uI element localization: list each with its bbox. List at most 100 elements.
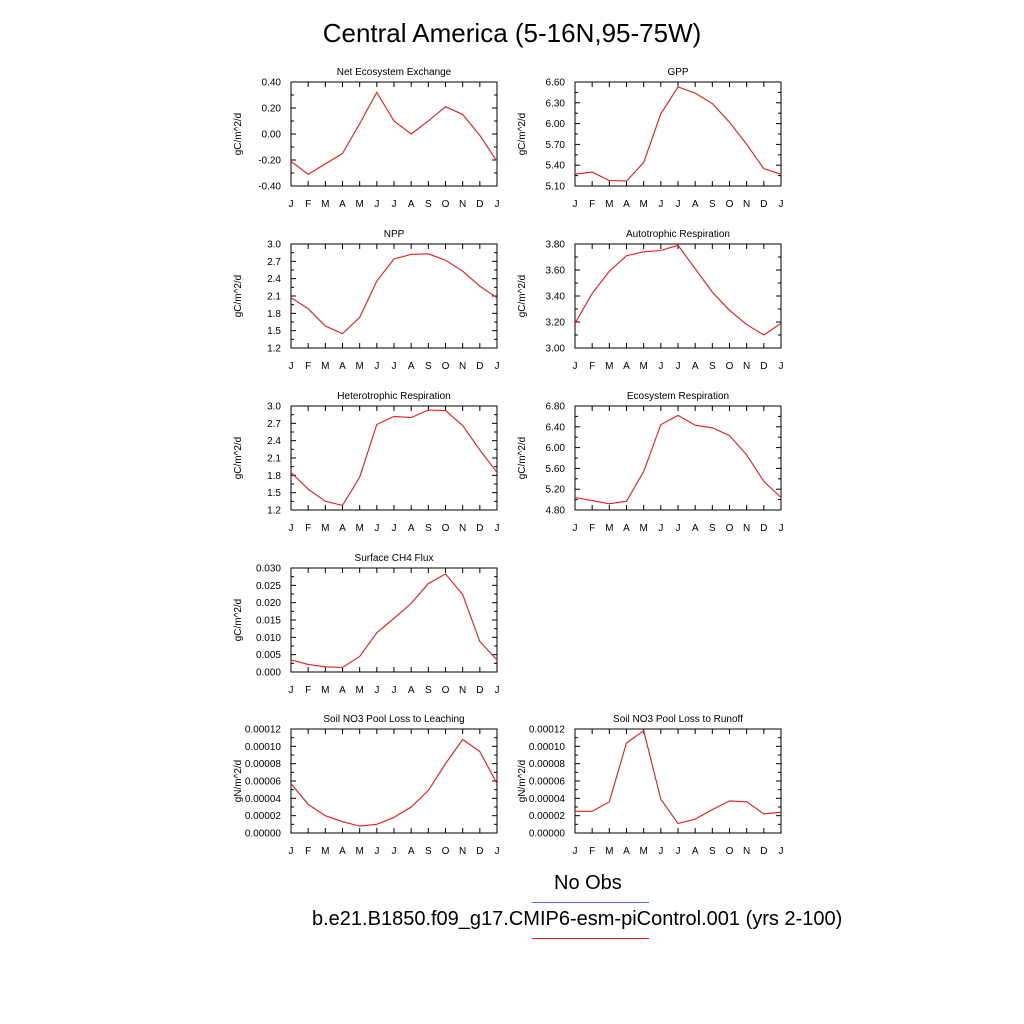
x-tick-label: A xyxy=(408,846,415,857)
panel-title: Autotrophic Respiration xyxy=(626,229,730,240)
x-tick-label: A xyxy=(623,361,630,372)
y-tick-label: 5.10 xyxy=(546,182,566,193)
x-tick-label: M xyxy=(639,523,647,534)
x-tick-label: N xyxy=(743,523,750,534)
x-tick-label: O xyxy=(442,523,450,534)
x-tick-label: J xyxy=(676,523,681,534)
y-tick-label: 1.5 xyxy=(267,326,281,337)
x-tick-label: J xyxy=(495,685,500,696)
y-tick-label: 3.60 xyxy=(546,266,566,277)
x-tick-label: M xyxy=(355,199,363,210)
x-tick-label: J xyxy=(573,199,578,210)
x-tick-label: A xyxy=(339,685,346,696)
x-tick-label: F xyxy=(589,523,595,534)
plot-frame xyxy=(574,728,782,834)
y-tick-label: 2.7 xyxy=(267,419,281,430)
x-tick-label: A xyxy=(623,199,630,210)
series-line-model xyxy=(290,91,498,175)
x-tick-label: D xyxy=(476,523,483,534)
y-tick-label: 2.7 xyxy=(267,257,281,268)
x-tick-label: O xyxy=(726,199,734,210)
legend-model-label: b.e21.B1850.f09_g17.CMIP6-esm-piControl.… xyxy=(312,908,843,930)
x-tick-label: J xyxy=(374,523,379,534)
legend-obs-label: No Obs xyxy=(554,872,622,894)
x-tick-label: A xyxy=(339,523,346,534)
x-tick-label: O xyxy=(442,361,450,372)
y-tick-label: 0.005 xyxy=(256,650,281,661)
series-line-model xyxy=(574,244,782,336)
legend-model-line xyxy=(532,938,649,939)
y-tick-label: 0.010 xyxy=(256,633,281,644)
y-tick-label: 0.025 xyxy=(256,581,281,592)
x-tick-label: A xyxy=(692,199,699,210)
series-line-model xyxy=(290,409,498,507)
y-tick-label: 0.00012 xyxy=(245,725,282,736)
x-tick-label: M xyxy=(355,846,363,857)
chart-panel-1: Net Ecosystem Exchange gC/m^2/d 0.40 0.20 0.… xyxy=(233,67,500,210)
x-tick-label: O xyxy=(442,199,450,210)
x-tick-label: A xyxy=(623,523,630,534)
y-axis-label: gC/m^2/d xyxy=(233,113,244,156)
x-tick-label: S xyxy=(425,685,432,696)
x-tick-label: D xyxy=(476,199,483,210)
x-tick-label: F xyxy=(305,361,311,372)
x-tick-label: M xyxy=(605,523,613,534)
x-tick-label: D xyxy=(760,199,767,210)
y-tick-label: 1.5 xyxy=(267,488,281,499)
x-tick-label: A xyxy=(692,361,699,372)
series-line-model xyxy=(574,414,782,505)
x-tick-label: M xyxy=(321,361,329,372)
x-tick-label: A xyxy=(623,846,630,857)
x-tick-label: J xyxy=(392,199,397,210)
x-tick-label: S xyxy=(709,361,716,372)
y-tick-label: -0.20 xyxy=(258,156,281,167)
x-tick-label: M xyxy=(605,361,613,372)
x-tick-label: D xyxy=(476,846,483,857)
x-tick-label: J xyxy=(779,361,784,372)
x-tick-label: F xyxy=(305,523,311,534)
plot-frame xyxy=(290,81,498,187)
x-tick-label: J xyxy=(392,846,397,857)
x-tick-label: O xyxy=(726,846,734,857)
y-tick-label: 1.8 xyxy=(267,309,281,320)
x-tick-label: M xyxy=(605,199,613,210)
x-tick-label: M xyxy=(355,685,363,696)
x-tick-label: M xyxy=(605,846,613,857)
x-tick-label: J xyxy=(779,846,784,857)
x-tick-label: O xyxy=(726,523,734,534)
x-tick-label: J xyxy=(374,846,379,857)
plot-frame xyxy=(574,405,782,511)
x-tick-label: A xyxy=(408,685,415,696)
x-tick-label: S xyxy=(709,523,716,534)
plot-frame xyxy=(290,567,498,673)
x-tick-label: N xyxy=(743,199,750,210)
x-tick-label: J xyxy=(495,846,500,857)
x-tick-label: S xyxy=(425,523,432,534)
series-line-model xyxy=(290,738,498,827)
y-axis-label: gC/m^2/d xyxy=(517,437,528,480)
x-tick-label: J xyxy=(573,523,578,534)
x-tick-label: J xyxy=(289,361,294,372)
series-line-model xyxy=(290,573,498,669)
chart-panel-4: Autotrophic Respiration gC/m^2/d 3.80 3.60 3… xyxy=(517,229,784,372)
x-tick-label: J xyxy=(658,199,663,210)
y-tick-label: 0.00006 xyxy=(245,777,282,788)
y-tick-label: 0.00008 xyxy=(529,759,566,770)
panel-title: NPP xyxy=(384,229,405,240)
x-tick-label: A xyxy=(339,846,346,857)
y-tick-label: 2.4 xyxy=(267,274,281,285)
x-tick-label: N xyxy=(743,846,750,857)
panel-title: Soil NO3 Pool Loss to Runoff xyxy=(613,714,743,725)
x-tick-label: M xyxy=(639,199,647,210)
x-tick-label: J xyxy=(495,199,500,210)
plot-frame xyxy=(290,405,498,511)
x-tick-label: A xyxy=(408,523,415,534)
y-tick-label: 0.00010 xyxy=(245,742,282,753)
x-tick-label: S xyxy=(709,199,716,210)
y-axis-label: gC/m^2/d xyxy=(517,275,528,318)
x-tick-label: M xyxy=(355,523,363,534)
x-tick-label: J xyxy=(374,199,379,210)
x-tick-label: J xyxy=(658,361,663,372)
x-tick-label: F xyxy=(305,199,311,210)
